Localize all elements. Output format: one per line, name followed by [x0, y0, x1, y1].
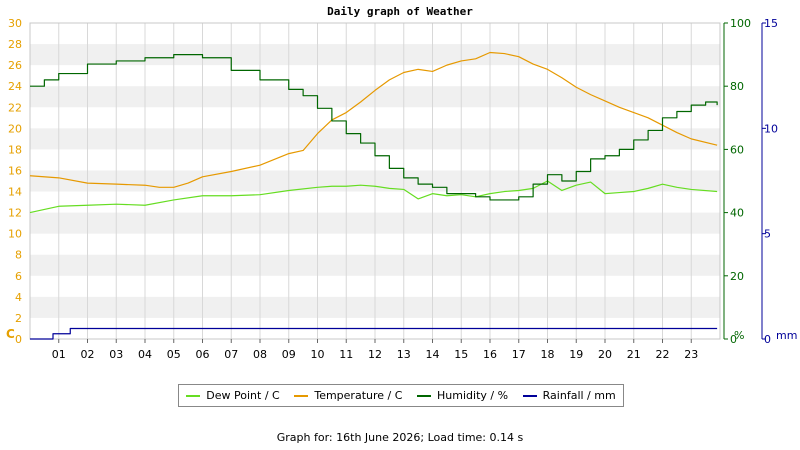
y-tick-label-temp: 8	[15, 249, 22, 262]
y-tick-label-rain: 15	[764, 17, 778, 30]
y-tick-label-humidity: 100	[730, 17, 751, 30]
x-tick-label: 23	[684, 348, 698, 361]
y-tick-label-temp: 20	[8, 122, 22, 135]
series-line-temperature	[29, 51, 718, 188]
x-tick-label: 16	[483, 348, 497, 361]
chart-title: Daily graph of Weather	[327, 5, 473, 18]
legend-label-temperature: Temperature / C	[314, 389, 403, 402]
y-tick-label-temp: 6	[15, 270, 22, 283]
x-tick-label: 18	[541, 348, 555, 361]
y-tick-label-temp: 10	[8, 228, 22, 241]
y-axis-label-rain: mm	[776, 329, 797, 342]
legend-swatch-dewpoint	[186, 394, 201, 397]
x-tick-label: 13	[397, 348, 411, 361]
legend-swatch-temperature	[294, 394, 309, 397]
legend-item-dewpoint: Dew Point / C	[186, 389, 280, 402]
legend-label-rainfall: Rainfall / mm	[542, 389, 616, 402]
legend-item-humidity: Humidity / %	[417, 389, 508, 402]
x-tick-label: 20	[598, 348, 612, 361]
x-tick-label: 15	[454, 348, 468, 361]
y-tick-label-temp: 12	[8, 207, 22, 220]
footer-text: Graph for: 16th June 2026; Load time: 0.…	[276, 431, 524, 444]
y-tick-label-temp: 16	[8, 164, 22, 177]
x-tick-label: 10	[311, 348, 325, 361]
chart-legend: Dew Point / C Temperature / C Humidity /…	[178, 384, 624, 407]
x-tick-label: 21	[627, 348, 641, 361]
y-axis-label-humidity: %	[734, 329, 744, 342]
x-tick-label: 19	[569, 348, 583, 361]
y-tick-label-humidity: 80	[730, 80, 744, 93]
y-tick-label-rain: 0	[764, 333, 771, 346]
y-tick-label-humidity: 0	[730, 333, 737, 346]
y-axis-label-temp: C	[6, 327, 15, 341]
y-tick-label-temp: 14	[8, 186, 22, 199]
y-tick-label-temp: 28	[8, 38, 22, 51]
y-tick-label-temp: 2	[15, 312, 22, 325]
y-tick-label-temp: 0	[15, 333, 22, 346]
legend-label-humidity: Humidity / %	[437, 389, 509, 402]
y-tick-label-temp: 18	[8, 143, 22, 156]
y-tick-label-rain: 5	[764, 228, 771, 241]
x-tick-label: 09	[282, 348, 296, 361]
legend-item-temperature: Temperature / C	[294, 389, 402, 402]
series-line-rainfall	[30, 327, 718, 340]
x-tick-label: 12	[368, 348, 382, 361]
y-tick-label-rain: 10	[764, 122, 778, 135]
y-tick-label-humidity: 60	[730, 143, 744, 156]
x-tick-label: 17	[512, 348, 526, 361]
x-tick-label: 05	[167, 348, 181, 361]
y-tick-label-temp: 22	[8, 101, 22, 114]
y-tick-label-temp: 24	[8, 80, 22, 93]
y-tick-label-humidity: 20	[730, 270, 744, 283]
legend-swatch-humidity	[417, 394, 432, 397]
y-tick-label-temp: 30	[8, 17, 22, 30]
series-line-humidity	[30, 54, 718, 201]
x-tick-label: 04	[138, 348, 152, 361]
x-tick-label: 03	[109, 348, 123, 361]
legend-label-dewpoint: Dew Point / C	[206, 389, 280, 402]
x-tick-label: 11	[339, 348, 353, 361]
y-tick-label-humidity: 40	[730, 207, 744, 220]
x-tick-label: 08	[253, 348, 267, 361]
x-tick-label: 01	[52, 348, 66, 361]
legend-swatch-rainfall	[522, 394, 537, 397]
x-tick-label: 22	[656, 348, 670, 361]
x-tick-label: 02	[81, 348, 95, 361]
legend-item-rainfall: Rainfall / mm	[522, 389, 616, 402]
series-line-dewpoint	[29, 180, 718, 214]
y-tick-label-temp: 26	[8, 59, 22, 72]
x-tick-label: 06	[196, 348, 210, 361]
x-tick-label: 14	[426, 348, 440, 361]
y-tick-label-temp: 4	[15, 291, 22, 304]
x-tick-label: 07	[224, 348, 238, 361]
